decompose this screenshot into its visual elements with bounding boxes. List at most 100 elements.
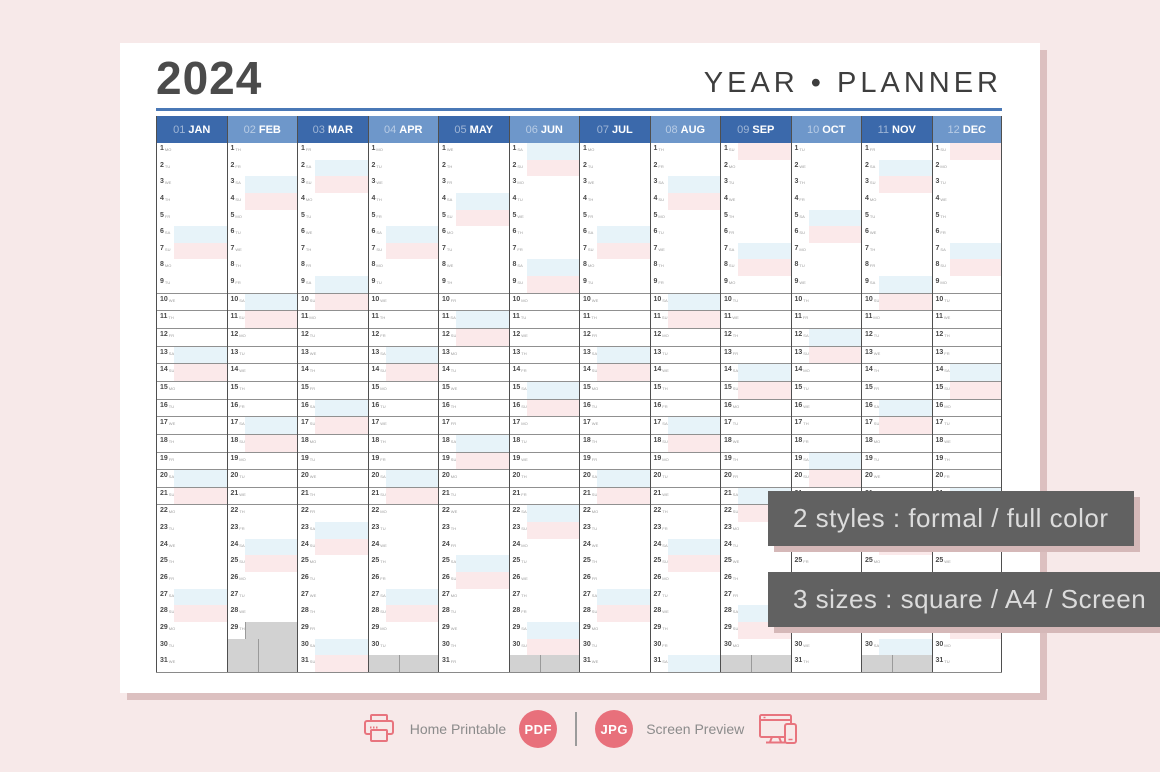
day-cell: 8 WE (439, 259, 509, 276)
weekday-label: TU (799, 263, 805, 269)
day-cell: 7 FR (510, 243, 580, 260)
day-cell: 20 FR (721, 469, 791, 487)
day-note-area (879, 259, 932, 276)
day-cell: 14 TH (862, 363, 932, 381)
weekday-label: TU (658, 230, 664, 236)
weekday-label: SU (944, 385, 950, 391)
day-number-strip: 18 TH (369, 435, 386, 452)
day-note-area (456, 655, 509, 672)
day-cell: 7 WE (228, 243, 298, 260)
day-number-strip: 4 SU (651, 193, 668, 210)
weekday-label: MO (944, 403, 951, 409)
day-number: 25 (301, 557, 309, 565)
day-number-strip: 10 SU (298, 294, 315, 311)
weekday-label: FR (168, 576, 175, 582)
day-number: 18 (865, 436, 873, 444)
day-number: 20 (442, 472, 450, 480)
day-number-strip: 5 WE (510, 210, 527, 227)
day-number: 27 (442, 590, 450, 598)
month-header: 01 JAN (157, 116, 227, 143)
day-note-area (879, 193, 932, 210)
day-number: 25 (724, 557, 732, 565)
day-note-area (597, 505, 650, 522)
day-cell: 6 MO (439, 226, 509, 243)
day-cell: 8 SA (510, 259, 579, 277)
day-cell: 11 TH (580, 310, 650, 328)
weekday-label: SU (239, 559, 245, 565)
day-note-area (809, 143, 862, 160)
day-number: 28 (512, 607, 521, 615)
day-note-area (386, 453, 439, 470)
day-number: 29 (512, 623, 521, 631)
day-number: 16 (724, 401, 732, 409)
day-number: 7 (301, 244, 305, 252)
month-column-jun: 06 JUN 1 SA 2 SU 3 MO 4 TU 5 WE 6 TH 7 FR 8 SA 9 SU 10 MO 11 TU… (508, 116, 580, 672)
day-note-area (456, 452, 509, 470)
day-cell: 10 MO (509, 292, 579, 311)
day-note-area (385, 346, 438, 364)
day-note-area (597, 193, 650, 210)
weekday-label: WE (168, 542, 176, 548)
day-cell: 6 FR (933, 226, 1002, 243)
day-number: 2 (724, 161, 728, 169)
day-cell: 30 MO (933, 639, 1002, 656)
day-number-strip: 6 FR (721, 226, 738, 243)
day-note-area (808, 226, 861, 243)
weekday-label: FR (658, 280, 664, 286)
day-number-strip: 27 TU (228, 589, 245, 606)
day-number-strip: 10 TU (933, 294, 950, 311)
month-name: JUL (611, 123, 633, 136)
day-note-area (809, 400, 862, 417)
day-number: 25 (653, 557, 662, 565)
month-body: 1 MO 2 TU 3 WE 4 TH 5 FR 6 SA 7 SU 8 MO 9 TU 10 WE 11 TH 12 FR 1… (157, 143, 227, 672)
day-cell: 13 WE (298, 345, 368, 364)
weekday-label: FR (587, 213, 594, 219)
day-number-strip: 30 TU (369, 639, 386, 656)
day-cell: 3 FR (439, 176, 509, 193)
weekday-label: TU (521, 438, 527, 444)
day-number: 15 (653, 383, 662, 391)
day-cell: 13 SU (791, 345, 861, 364)
weekday-label: MO (446, 230, 454, 236)
day-note-area (315, 538, 368, 556)
month-body: 1 MO 2 TU 3 WE 4 TH 5 FR 6 SA 7 SU 8 MO 9 TU 10 WE 11 TH 12 FR 1… (368, 143, 439, 672)
day-note-area (386, 555, 439, 572)
day-cell: 1 WE (439, 143, 509, 160)
month-column-jan: 01 JAN 1 MO 2 TU 3 WE 4 TH 5 FR 6 SA 7 SU 8 MO 9 TU 10 WE 11 TH… (156, 116, 227, 672)
day-number: 14 (230, 366, 239, 374)
day-number: 1 (442, 145, 446, 152)
day-number: 24 (230, 540, 239, 548)
weekday-label: SU (380, 368, 386, 374)
weekday-label: SA (309, 526, 316, 532)
weekday-label: TH (869, 246, 876, 252)
day-number: 19 (865, 454, 873, 462)
day-number: 8 (301, 261, 305, 269)
day-note-area (174, 311, 227, 328)
day-note-area (597, 346, 650, 364)
day-number-strip: 8 MO (157, 259, 174, 276)
day-number-strip: 1 TU (792, 143, 809, 160)
day-number-strip: 10 WE (369, 294, 387, 311)
day-number: 4 (653, 194, 658, 202)
weekday-label: WE (168, 659, 176, 665)
day-number: 22 (230, 507, 239, 515)
weekday-label: FR (521, 491, 527, 497)
day-number: 13 (653, 348, 662, 356)
day-cell: 15 SU (932, 380, 1001, 399)
day-number: 23 (160, 524, 168, 532)
day-number-strip: 18 MO (862, 435, 880, 452)
day-cell (721, 655, 791, 672)
day-note-area (244, 621, 297, 639)
day-number-strip: 1 MO (369, 143, 386, 160)
day-number: 19 (724, 454, 732, 462)
weekday-label: SA (869, 163, 876, 169)
day-number-strip: 17 SU (298, 417, 315, 434)
weekday-label: TU (662, 474, 668, 480)
day-number: 17 (653, 419, 662, 427)
day-number-strip: 9 SU (510, 276, 527, 293)
day-number-strip: 10 WE (157, 294, 175, 311)
day-cell: 16 TH (439, 398, 509, 417)
weekday-label: WE (732, 315, 739, 321)
